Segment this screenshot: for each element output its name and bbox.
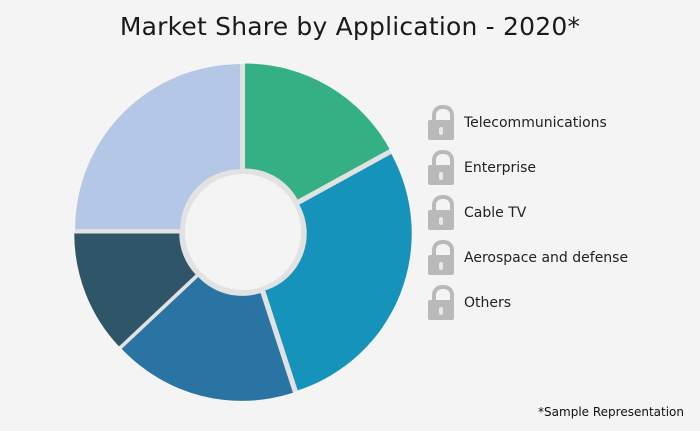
legend-item: Others (428, 280, 628, 325)
legend-item: Aerospace and defense (428, 235, 628, 280)
lock-icon (428, 284, 454, 321)
donut-slice-aerospace-and-defense (74, 233, 196, 347)
legend-item: Enterprise (428, 145, 628, 190)
donut-hole (185, 174, 301, 290)
chart-title: Market Share by Application - 2020* (119, 12, 581, 41)
lock-icon (428, 239, 454, 276)
legend: Telecommunications Enterprise Cable TV A… (428, 100, 628, 325)
donut-slice-cable-tv (121, 276, 293, 401)
donut-slice-enterprise (265, 153, 412, 391)
legend-label: Others (464, 294, 512, 311)
lock-icon (428, 149, 454, 186)
legend-label: Aerospace and defense (464, 249, 629, 266)
legend-item: Telecommunications (428, 100, 628, 145)
legend-label: Enterprise (464, 159, 537, 176)
donut-slice-telecommunications (245, 63, 390, 200)
lock-icon (428, 104, 454, 141)
donut-slice-others (75, 64, 241, 230)
sample-note: *Sample Representation (538, 405, 684, 419)
legend-label: Cable TV (464, 204, 527, 221)
legend-label: Telecommunications (464, 114, 607, 131)
lock-icon (428, 194, 454, 231)
legend-item: Cable TV (428, 190, 628, 235)
